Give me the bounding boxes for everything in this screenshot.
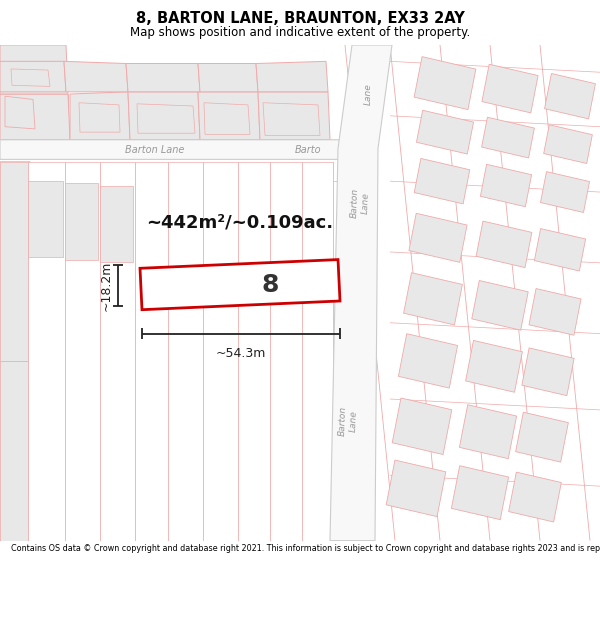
Polygon shape <box>482 118 535 158</box>
Polygon shape <box>135 161 168 541</box>
Polygon shape <box>0 140 360 159</box>
Text: Lane: Lane <box>364 83 373 105</box>
Text: Contains OS data © Crown copyright and database right 2021. This information is : Contains OS data © Crown copyright and d… <box>11 544 600 552</box>
Polygon shape <box>404 272 463 325</box>
Polygon shape <box>28 181 63 258</box>
Polygon shape <box>544 125 592 164</box>
Polygon shape <box>545 74 595 119</box>
Text: Barton Lane: Barton Lane <box>125 144 185 154</box>
Polygon shape <box>522 348 574 396</box>
Text: Map shows position and indicative extent of the property.: Map shows position and indicative extent… <box>130 26 470 39</box>
Polygon shape <box>270 161 302 541</box>
Polygon shape <box>466 341 523 392</box>
Text: ~54.3m: ~54.3m <box>216 347 266 360</box>
Polygon shape <box>451 466 509 519</box>
Polygon shape <box>398 334 458 388</box>
Polygon shape <box>386 460 446 517</box>
Polygon shape <box>509 472 562 522</box>
Text: 8, BARTON LANE, BRAUNTON, EX33 2AY: 8, BARTON LANE, BRAUNTON, EX33 2AY <box>136 11 464 26</box>
Polygon shape <box>481 164 532 207</box>
Polygon shape <box>414 159 470 204</box>
Polygon shape <box>529 289 581 335</box>
Polygon shape <box>414 57 476 109</box>
Polygon shape <box>409 213 467 262</box>
Polygon shape <box>515 412 568 462</box>
Polygon shape <box>126 64 200 92</box>
Polygon shape <box>476 221 532 268</box>
Polygon shape <box>65 183 98 259</box>
Polygon shape <box>79 102 120 132</box>
Polygon shape <box>0 161 30 541</box>
Polygon shape <box>472 281 528 330</box>
Text: Barton
Lane: Barton Lane <box>350 188 370 218</box>
Polygon shape <box>0 45 68 94</box>
Text: Barton
Lane: Barton Lane <box>338 406 358 436</box>
Polygon shape <box>330 45 392 541</box>
Polygon shape <box>64 61 128 92</box>
Polygon shape <box>0 94 70 140</box>
Polygon shape <box>204 102 250 134</box>
Polygon shape <box>70 92 130 140</box>
Polygon shape <box>238 161 270 541</box>
Polygon shape <box>0 361 28 541</box>
Polygon shape <box>128 92 200 140</box>
Polygon shape <box>137 104 195 133</box>
Polygon shape <box>100 161 135 541</box>
Polygon shape <box>140 259 340 310</box>
Polygon shape <box>302 161 333 541</box>
Polygon shape <box>28 161 65 541</box>
Polygon shape <box>482 64 538 113</box>
Polygon shape <box>5 96 35 129</box>
Polygon shape <box>392 398 452 454</box>
Polygon shape <box>65 161 100 541</box>
Polygon shape <box>541 172 590 212</box>
Text: Barto: Barto <box>295 144 322 154</box>
Polygon shape <box>416 110 473 154</box>
Polygon shape <box>460 405 517 459</box>
Polygon shape <box>263 102 320 136</box>
Polygon shape <box>0 61 66 92</box>
Polygon shape <box>203 161 238 541</box>
Polygon shape <box>198 64 258 92</box>
Text: 8: 8 <box>262 272 278 297</box>
Polygon shape <box>11 69 50 86</box>
Polygon shape <box>198 92 260 140</box>
Polygon shape <box>256 61 328 92</box>
Text: ~442m²/~0.109ac.: ~442m²/~0.109ac. <box>146 214 334 231</box>
Polygon shape <box>258 92 330 140</box>
Polygon shape <box>168 161 203 541</box>
Text: ~18.2m: ~18.2m <box>100 261 113 311</box>
Polygon shape <box>100 186 133 262</box>
Polygon shape <box>0 161 28 361</box>
Polygon shape <box>535 229 586 271</box>
